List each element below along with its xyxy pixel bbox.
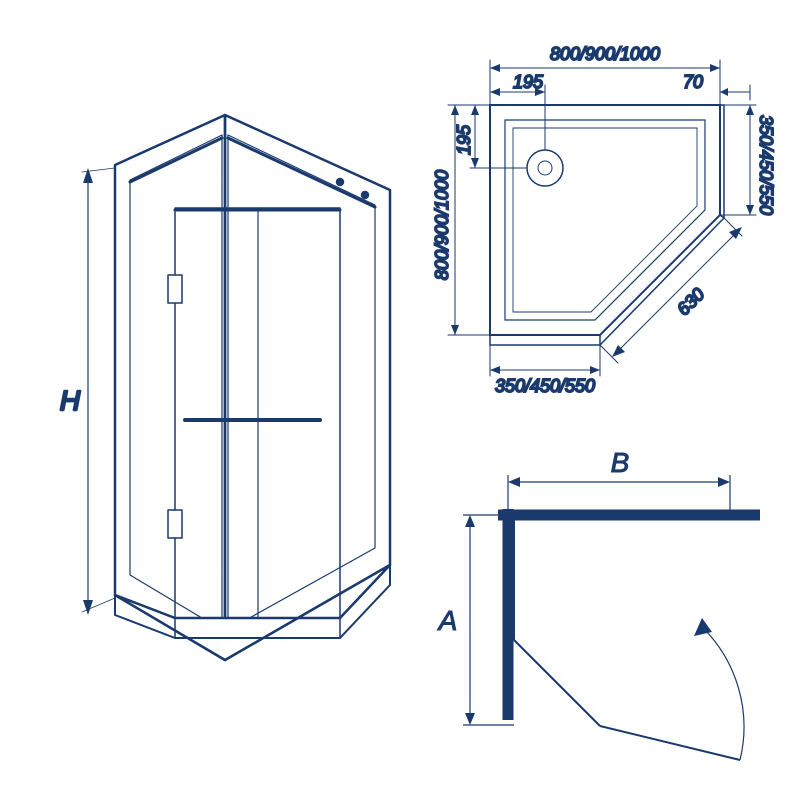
dim-right-edge: 350/450/550 xyxy=(756,115,776,215)
dim-bottom-left: 350/450/550 xyxy=(495,376,595,396)
dim-diagonal: 630 xyxy=(673,284,708,319)
plan-view: 800/900/1000 195 70 800/900/1000 195 350… xyxy=(432,44,776,396)
dim-195-v: 195 xyxy=(454,124,474,155)
technical-drawing: H xyxy=(0,0,800,800)
dim-left-height: 800/900/1000 xyxy=(432,170,452,280)
schematic-view: B A xyxy=(437,447,760,760)
dim-top-width: 800/900/1000 xyxy=(550,44,660,64)
dim-195-h: 195 xyxy=(513,72,544,92)
label-b: B xyxy=(611,447,630,478)
dim-70: 70 xyxy=(683,72,703,92)
perspective-view: H xyxy=(60,115,390,660)
label-h: H xyxy=(60,385,81,416)
label-a: A xyxy=(437,605,458,636)
